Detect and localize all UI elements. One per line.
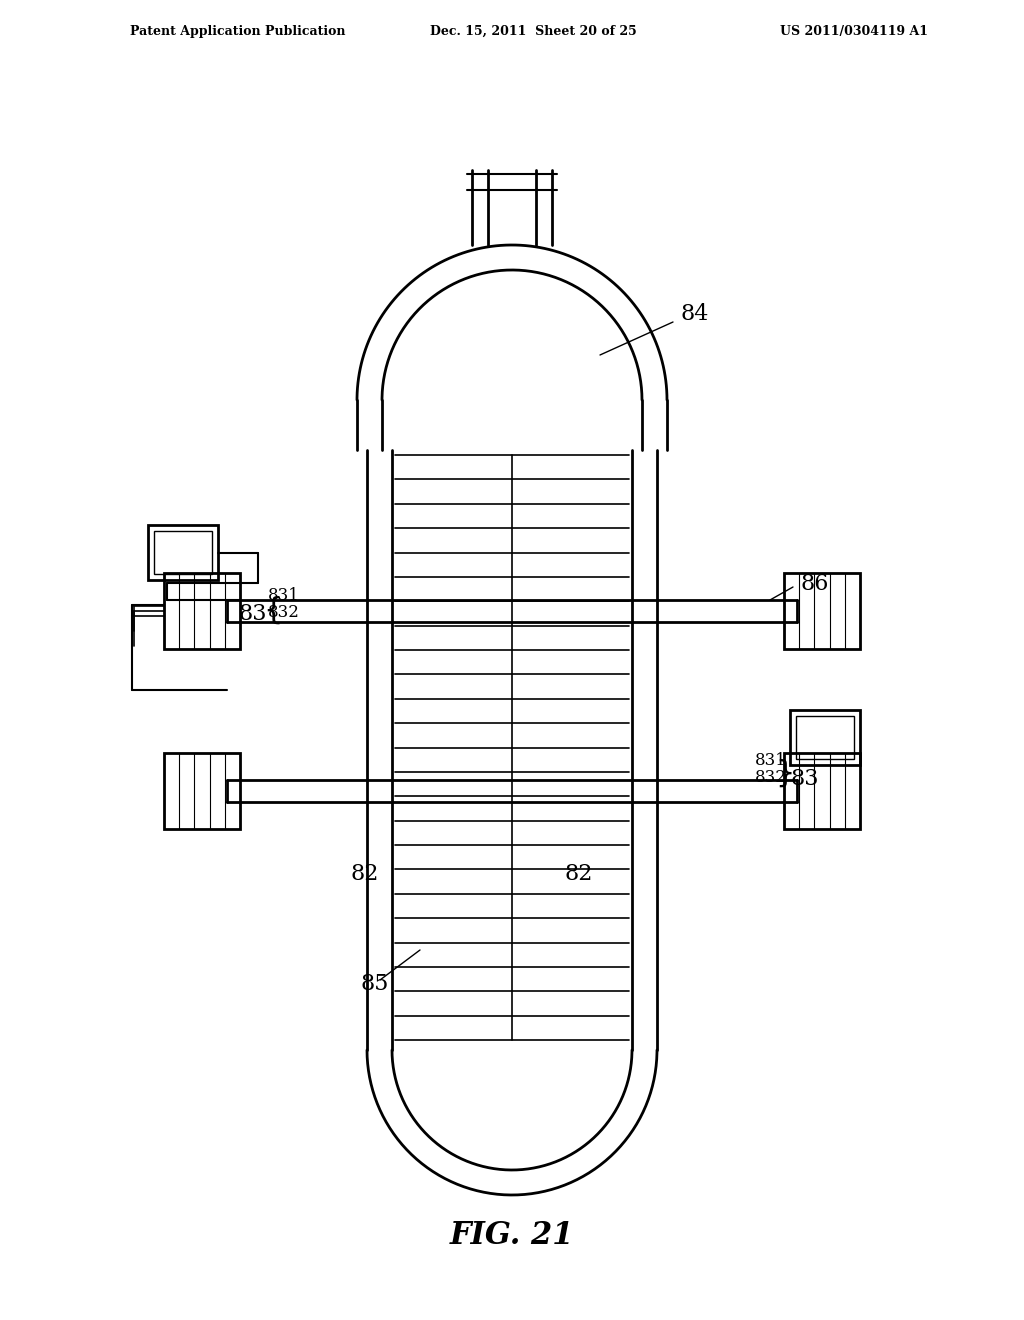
Text: FIG. 21: FIG. 21 [450,1220,574,1250]
Text: }: } [775,759,795,788]
Text: 83: 83 [238,603,266,624]
Text: 83: 83 [790,768,818,789]
Text: 85: 85 [360,973,388,995]
Text: 831: 831 [755,752,786,770]
Text: 832: 832 [268,605,300,620]
Text: 84: 84 [680,304,709,325]
Bar [790,710,860,766]
Text: Dec. 15, 2011  Sheet 20 of 25: Dec. 15, 2011 Sheet 20 of 25 [430,25,637,38]
Text: {: { [263,595,283,624]
Text: Patent Application Publication: Patent Application Publication [130,25,345,38]
Bar [164,573,240,649]
Text: 832: 832 [755,770,786,785]
Text: 86: 86 [800,573,828,595]
Text: 82: 82 [565,863,593,884]
Bar [784,752,860,829]
Text: US 2011/0304119 A1: US 2011/0304119 A1 [780,25,928,38]
Text: 82: 82 [350,863,379,884]
Bar [796,715,854,759]
Bar [164,752,240,829]
Text: 831: 831 [268,587,300,605]
Bar [148,525,218,579]
Bar [154,531,212,574]
Bar [784,573,860,649]
